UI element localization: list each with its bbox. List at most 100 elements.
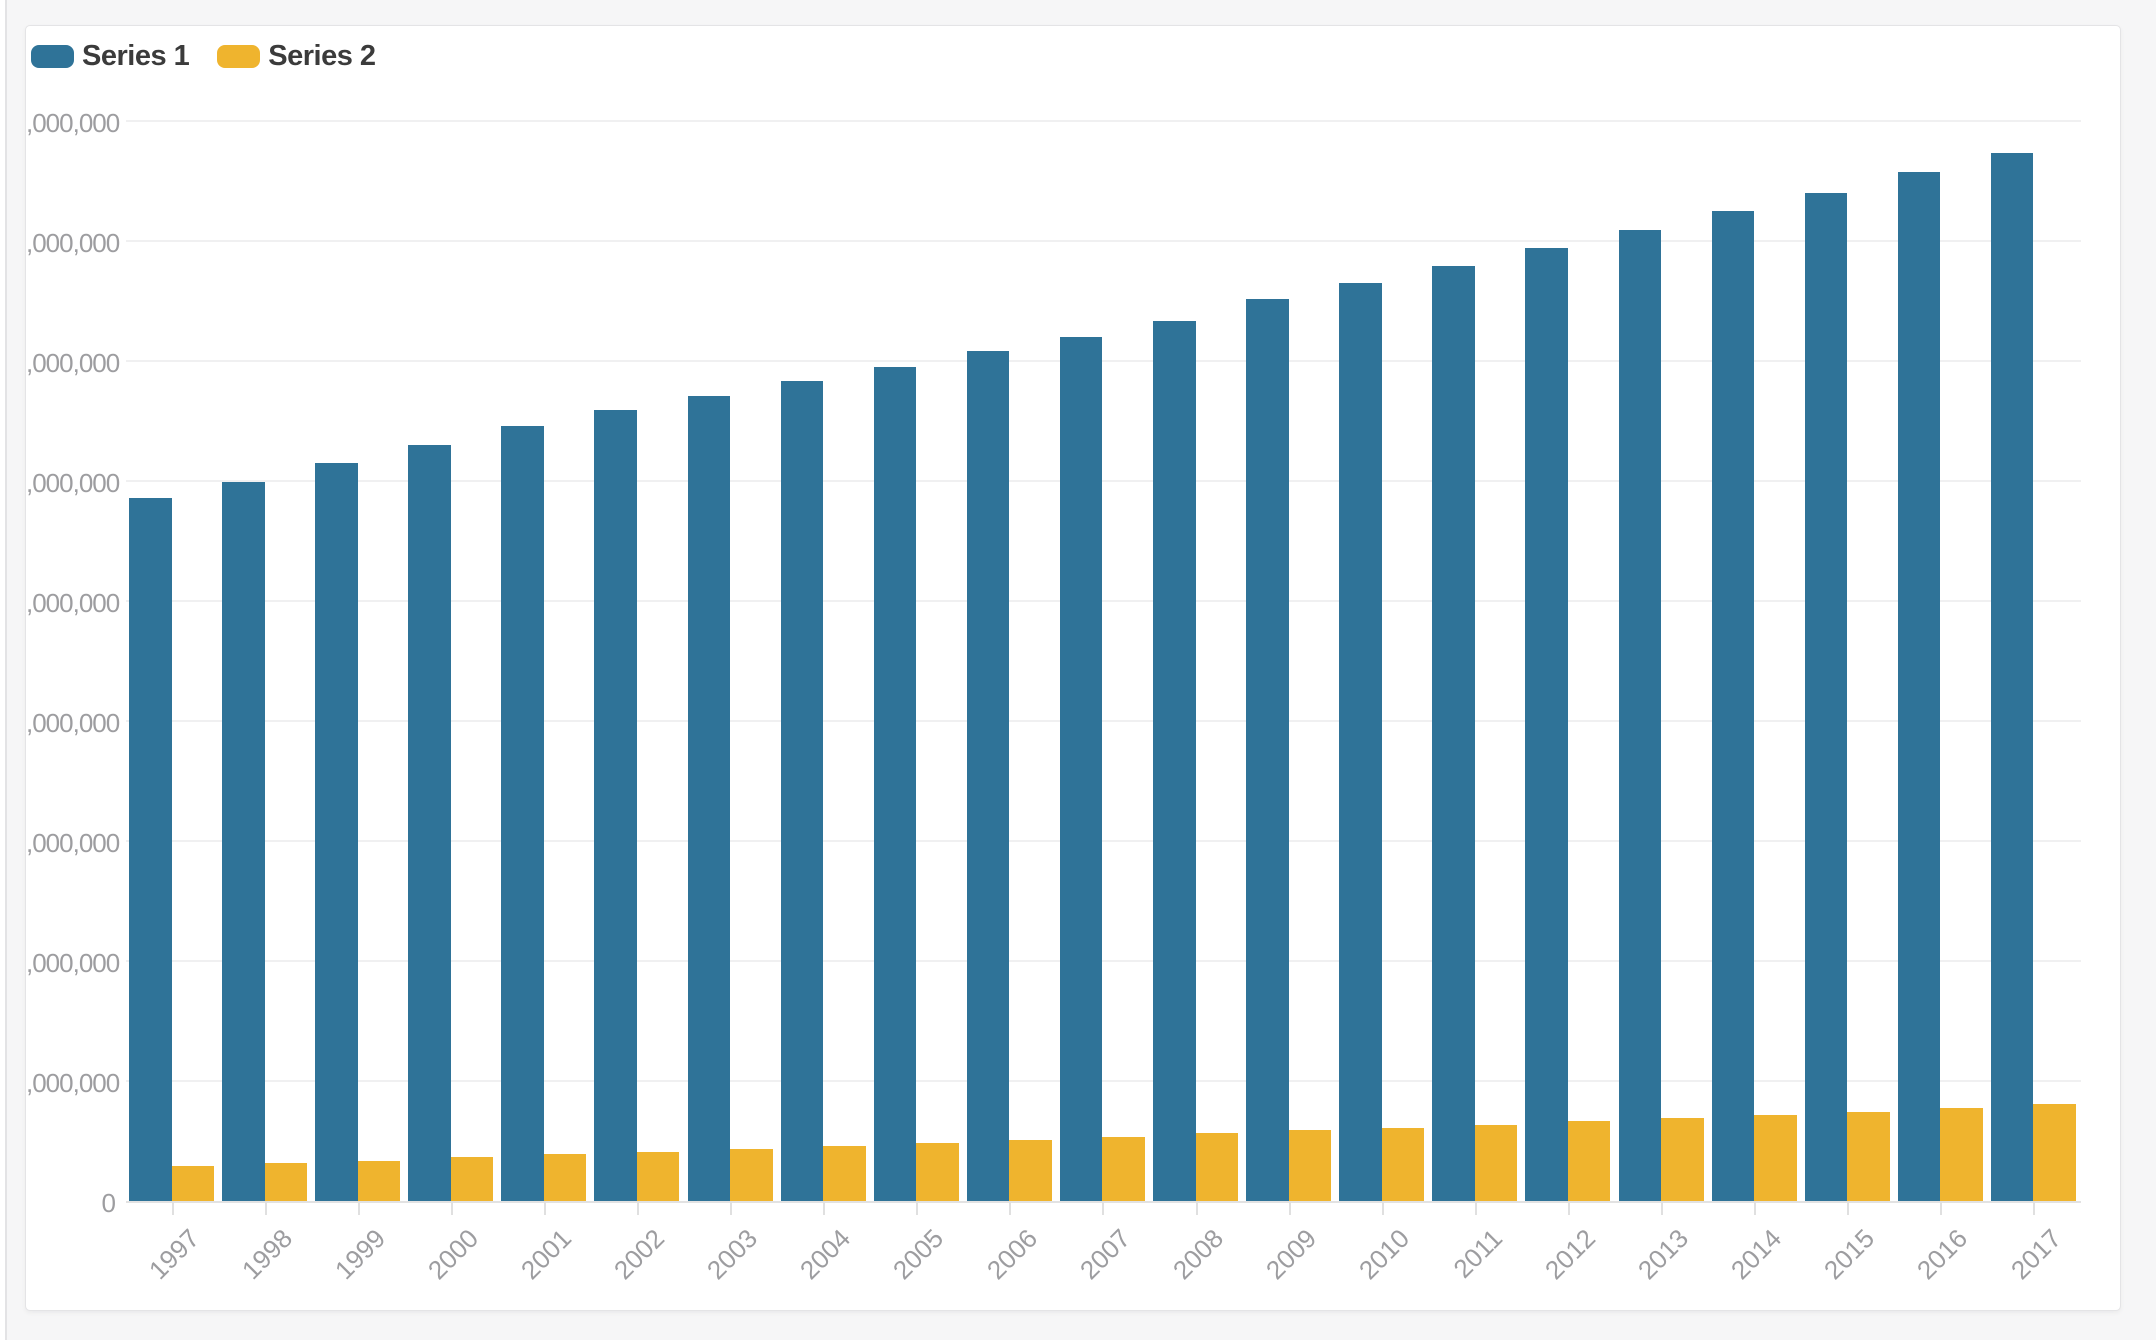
bar-series-2-2005[interactable] (916, 1142, 959, 1201)
x-axis-tick (2033, 1201, 2036, 1215)
bar-series-2-2008[interactable] (1195, 1132, 1239, 1201)
x-axis-label-2013: 2013 (1632, 1223, 1695, 1286)
x-axis-tick (1381, 1201, 1384, 1215)
y-axis-tick-label: ,000,000 (26, 1067, 120, 1098)
x-axis-label-2000: 2000 (421, 1223, 485, 1286)
bar-series-1-2011[interactable] (1432, 265, 1475, 1201)
y-axis-tick-label: ,000,000 (26, 227, 120, 258)
bar-series-1-2004[interactable] (780, 381, 824, 1201)
x-axis-label-2011: 2011 (1447, 1223, 1509, 1284)
bar-series-2-2002[interactable] (636, 1151, 680, 1201)
bar-series-1-2015[interactable] (1804, 192, 1848, 1201)
bar-series-1-2002[interactable] (594, 409, 637, 1201)
plot-area (126, 89, 2081, 1215)
bar-series-1-2012[interactable] (1525, 247, 1568, 1201)
series-1-swatch-icon (31, 44, 74, 68)
bar-series-1-2005[interactable] (873, 366, 917, 1201)
bar-group-2015 (1802, 89, 1895, 1201)
x-axis-label-2012: 2012 (1539, 1223, 1602, 1286)
x-axis-tick (1847, 1201, 1850, 1215)
bar-series-1-2006[interactable] (966, 351, 1010, 1201)
gridline (126, 839, 2081, 842)
x-axis-tick (1009, 1201, 1012, 1215)
bar-series-1-2010[interactable] (1339, 282, 1382, 1201)
bar-series-1-2017[interactable] (1990, 153, 2034, 1201)
x-axis-tick (357, 1201, 360, 1215)
gridline (126, 599, 2081, 602)
x-axis-tick (264, 1201, 267, 1215)
y-axis-tick-label: ,000,000 (26, 587, 120, 618)
bar-series-2-2007[interactable] (1102, 1136, 1145, 1201)
bar-series-2-2006[interactable] (1009, 1140, 1052, 1201)
bar-series-1-2003[interactable] (687, 395, 731, 1201)
bar-group-1998 (219, 89, 312, 1201)
x-axis-label-1999: 1999 (328, 1223, 391, 1286)
x-axis-label-2014: 2014 (1725, 1223, 1788, 1286)
bar-series-2-2015[interactable] (1847, 1111, 1890, 1201)
x-axis-tick (1940, 1201, 1943, 1215)
bar-series-2-2014[interactable] (1754, 1115, 1797, 1201)
bar-group-2010 (1336, 89, 1429, 1201)
bar-series-1-1999[interactable] (315, 462, 358, 1201)
x-axis-tick (171, 1201, 174, 1215)
gridline (126, 359, 2081, 362)
bar-series-2-1997[interactable] (171, 1166, 214, 1201)
bar-series-1-2016[interactable] (1897, 172, 1941, 1201)
bar-series-1-2001[interactable] (501, 425, 544, 1201)
gridline (126, 959, 2081, 962)
bar-series-2-2001[interactable] (543, 1154, 587, 1201)
x-axis-label-1998: 1998 (235, 1223, 298, 1286)
y-axis-tick-label: ,000,000 (26, 707, 120, 738)
x-axis-label-1997: 1997 (142, 1223, 205, 1286)
bar-group-2006 (964, 89, 1057, 1201)
bar-series-2-2012[interactable] (1567, 1121, 1611, 1201)
bar-series-1-2009[interactable] (1246, 299, 1289, 1201)
bar-group-2011 (1429, 89, 1522, 1201)
y-axis-tick-label: ,000,000 (26, 107, 120, 138)
bar-group-2014 (1709, 89, 1802, 1201)
bar-series-2-2003[interactable] (730, 1148, 773, 1201)
bar-series-1-2013[interactable] (1618, 229, 1662, 1201)
bar-series-1-1997[interactable] (129, 497, 172, 1201)
bar-series-2-1999[interactable] (357, 1160, 401, 1201)
bar-series-2-2013[interactable] (1661, 1117, 1704, 1201)
bar-series-2-2016[interactable] (1940, 1107, 1983, 1201)
bar-series-1-2007[interactable] (1059, 336, 1103, 1201)
bar-series-1-2008[interactable] (1153, 321, 1196, 1201)
bar-series-2-2004[interactable] (823, 1146, 866, 1201)
bar-series-1-2014[interactable] (1711, 210, 1755, 1201)
x-axis-label-2002: 2002 (608, 1223, 671, 1286)
bar-series-2-2000[interactable] (450, 1156, 494, 1201)
bar-group-2007 (1057, 89, 1150, 1201)
bar-group-2000 (405, 89, 498, 1201)
chart-card: Series 1 Series 2 ,000,000 ,000,000 ,000,0… (25, 25, 2121, 1311)
bar-series-2-2010[interactable] (1381, 1127, 1425, 1201)
bar-series-2-2009[interactable] (1288, 1130, 1332, 1201)
bar-series-1-1998[interactable] (222, 481, 265, 1201)
gridline (126, 479, 2081, 482)
bar-series-2-2011[interactable] (1474, 1124, 1518, 1201)
bar-group-2003 (685, 89, 778, 1201)
bar-series-1-2000[interactable] (408, 444, 451, 1201)
x-axis-label-2006: 2006 (980, 1223, 1043, 1286)
x-axis-label-2001: 2001 (514, 1223, 578, 1286)
y-axis-tick-label: ,000,000 (26, 347, 120, 378)
bar-series-2-2017[interactable] (2033, 1103, 2076, 1201)
x-axis-label-2016: 2016 (1911, 1223, 1974, 1286)
bar-group-1999 (312, 89, 405, 1201)
x-axis-tick (636, 1201, 639, 1215)
bar-group-2012 (1522, 89, 1615, 1201)
legend-item-series-2[interactable]: Series 2 (217, 40, 376, 73)
bar-series-2-1998[interactable] (264, 1163, 308, 1201)
gridline (126, 119, 2081, 122)
chart-legend: Series 1 Series 2 (31, 40, 404, 73)
bar-group-2013 (1616, 89, 1709, 1201)
x-axis-tick (823, 1201, 826, 1215)
x-axis-tick (1754, 1201, 1757, 1215)
gridline (126, 239, 2081, 242)
legend-item-series-1[interactable]: Series 1 (31, 40, 190, 73)
bar-group-2002 (591, 89, 684, 1201)
y-axis-tick-label: ,000,000 (26, 467, 120, 498)
x-axis-label-2009: 2009 (1259, 1223, 1322, 1286)
x-axis-tick (1195, 1201, 1198, 1215)
